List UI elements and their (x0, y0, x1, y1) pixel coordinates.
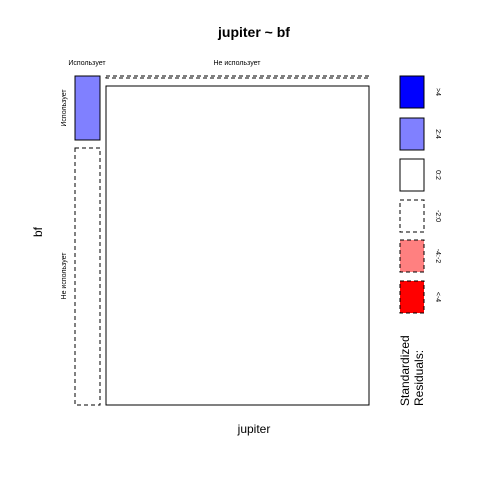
legend-swatch-5 (399, 280, 425, 314)
legend-label-3: -2:0 (434, 210, 441, 222)
legend-swatch-2 (399, 158, 425, 192)
legend-swatch-3 (399, 199, 425, 233)
legend: >4 2:4 0:2 -2:0 -4:-2 <-4 Standardized R… (398, 75, 441, 406)
legend-swatch-4 (399, 239, 425, 273)
tile-x1-y1 (105, 85, 370, 406)
x-level-label-1: Не использует (214, 60, 262, 67)
legend-swatch-0 (399, 75, 425, 109)
y-axis-label: bf (31, 226, 45, 237)
tile-x0-y0 (74, 75, 101, 141)
chart-title: jupiter ~ bf (217, 24, 290, 40)
legend-label-0: >4 (434, 88, 441, 96)
tile-x0-y1 (74, 147, 101, 406)
legend-title-line-1: Standardized (398, 335, 412, 406)
x-level-label-0: Использует (68, 60, 106, 67)
legend-label-4: -4:-2 (434, 249, 441, 264)
x-axis-label: jupiter (237, 422, 271, 436)
y-level-label-0: Использует (61, 89, 68, 127)
tile-x1-y0 (105, 75, 370, 79)
legend-label-2: 0:2 (434, 170, 441, 180)
legend-label-1: 2:4 (434, 129, 441, 139)
legend-title-line-2: Residuals: (412, 350, 426, 406)
legend-label-5: <-4 (434, 292, 441, 302)
legend-swatch-1 (399, 117, 425, 151)
y-level-label-1: Не использует (61, 252, 68, 300)
